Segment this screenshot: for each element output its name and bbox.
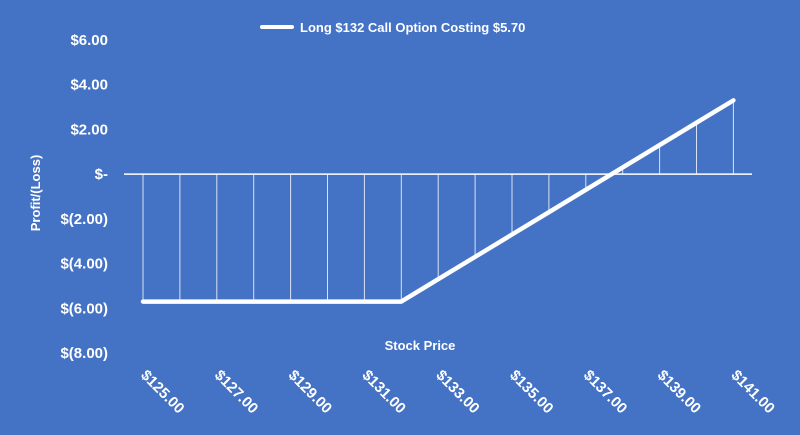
data-point	[289, 300, 293, 304]
series-line	[140, 98, 736, 304]
data-point	[621, 165, 625, 169]
x-tick-label: $141.00	[728, 367, 778, 417]
drop-lines	[142, 100, 734, 302]
x-tick-label: $125.00	[137, 367, 187, 417]
y-tick-label: $(6.00)	[60, 300, 108, 317]
x-tick-label: $127.00	[211, 367, 261, 417]
y-tick-label: $(4.00)	[60, 256, 108, 273]
y-axis-ticks: $6.00 $4.00 $2.00 $- $(2.00) $(4.00) $(6.00) $(…	[60, 32, 108, 362]
data-point	[695, 121, 699, 125]
y-tick-label: $4.00	[70, 77, 108, 94]
y-tick-label: $2.00	[70, 121, 108, 138]
x-tick-label: $137.00	[580, 367, 630, 417]
data-point	[658, 143, 662, 147]
y-tick-label: $6.00	[70, 32, 108, 49]
y-axis-title: Profit/(Loss)	[28, 155, 43, 232]
data-point	[399, 300, 403, 304]
data-point	[178, 300, 182, 304]
x-tick-label: $135.00	[506, 367, 556, 417]
x-tick-label: $139.00	[654, 367, 704, 417]
y-tick-label: $(8.00)	[60, 345, 108, 362]
x-axis-ticks: $125.00 $127.00 $129.00 $131.00 $133.00 $135.…	[137, 367, 778, 417]
data-point	[141, 300, 145, 304]
data-point	[215, 300, 219, 304]
x-axis-title: Stock Price	[385, 338, 456, 353]
x-tick-label: $133.00	[432, 367, 482, 417]
data-point	[326, 300, 330, 304]
legend: Long $132 Call Option Costing $5.70	[260, 20, 525, 35]
data-point	[547, 210, 551, 214]
data-point	[252, 300, 256, 304]
data-point	[362, 300, 366, 304]
y-tick-label: $-	[95, 166, 108, 183]
x-tick-label: $129.00	[285, 367, 335, 417]
data-point	[731, 98, 735, 102]
y-tick-label: $(2.00)	[60, 211, 108, 228]
legend-label: Long $132 Call Option Costing $5.70	[300, 20, 525, 35]
x-tick-label: $131.00	[359, 367, 409, 417]
data-point	[473, 255, 477, 259]
data-point	[436, 277, 440, 281]
data-point	[584, 188, 588, 192]
data-point	[510, 233, 514, 237]
